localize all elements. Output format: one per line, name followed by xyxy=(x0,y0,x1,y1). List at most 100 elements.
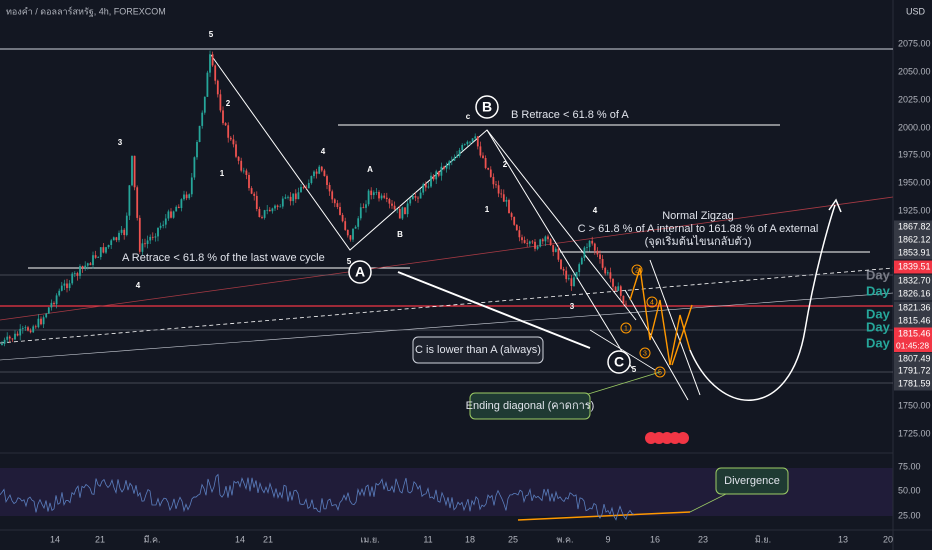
candle-body xyxy=(235,144,237,157)
candle-body xyxy=(71,273,74,284)
candle-body xyxy=(383,195,386,198)
candle-body xyxy=(255,195,258,210)
wave-label: 5 xyxy=(209,30,214,39)
candle-body xyxy=(570,278,573,287)
annotation: Normal Zigzag xyxy=(662,210,734,222)
candle-body xyxy=(333,199,336,204)
wave-label: 3 xyxy=(570,302,575,311)
candle-body xyxy=(37,318,40,328)
candle-body xyxy=(73,273,76,274)
time-tick-label: 14 xyxy=(50,534,60,544)
currency: USD xyxy=(906,6,926,16)
candle-body xyxy=(120,229,123,233)
rsi-tick-label: 50.00 xyxy=(898,485,921,495)
wave-label: 3 xyxy=(118,138,123,147)
candle-body xyxy=(159,225,162,228)
wave-label: 2 xyxy=(503,160,508,169)
price-label-bg xyxy=(894,246,932,260)
time-tick-label: มี.ค. xyxy=(144,534,161,544)
candle-body xyxy=(14,333,16,340)
price-tick-label: 1975.00 xyxy=(898,149,931,159)
wave-circle xyxy=(348,260,372,284)
candle-body xyxy=(240,160,243,171)
candle-body xyxy=(136,187,139,218)
trend-line xyxy=(0,196,894,321)
candle-body xyxy=(341,214,344,222)
candle-body xyxy=(229,137,232,140)
candle-body xyxy=(222,110,224,124)
price-label-bg xyxy=(894,352,932,366)
candle-body xyxy=(157,227,159,237)
candle-body xyxy=(424,184,427,188)
price-label-bg xyxy=(894,233,932,247)
candle-body xyxy=(315,171,318,174)
candle-body xyxy=(406,203,409,215)
candle-body xyxy=(344,221,347,230)
candle-body xyxy=(380,195,383,199)
price-label-bg xyxy=(894,301,932,315)
candle-body xyxy=(409,199,412,204)
candle-body xyxy=(164,218,167,225)
rsi-line xyxy=(0,473,635,521)
time-tick-label: 23 xyxy=(698,534,708,544)
forecast-curve xyxy=(689,204,836,401)
candle-body xyxy=(84,265,87,268)
price-tick-label: 1725.00 xyxy=(898,428,931,438)
candle-body xyxy=(47,307,50,314)
candle-body xyxy=(180,199,183,209)
price-label: 1815.46 xyxy=(898,328,931,338)
candle-body xyxy=(575,272,578,278)
candle-body xyxy=(461,145,464,151)
candle-body xyxy=(68,283,71,289)
candle-body xyxy=(123,229,126,236)
candle-body xyxy=(331,191,334,200)
candle-body xyxy=(279,206,282,208)
candle-body xyxy=(89,263,92,266)
circled-wave xyxy=(639,347,651,359)
channel-line xyxy=(486,129,637,321)
candle-body xyxy=(11,338,14,340)
candle-body xyxy=(492,176,495,185)
candle-body xyxy=(435,171,438,180)
candle-body xyxy=(352,228,354,240)
candle-body xyxy=(196,142,198,158)
candle-body xyxy=(112,237,115,241)
candle-body xyxy=(411,195,414,200)
candle-body xyxy=(250,188,253,194)
candle-body xyxy=(567,278,570,280)
candle-body xyxy=(45,313,48,318)
candle-body xyxy=(203,96,206,113)
price-label: 1839.51 xyxy=(898,261,931,271)
candle-body xyxy=(206,72,209,97)
projection xyxy=(629,267,691,366)
time-tick-label: 20 xyxy=(883,534,893,544)
pointer-line xyxy=(689,491,731,513)
time-tick-label: 21 xyxy=(263,534,273,544)
candle-body xyxy=(440,166,443,176)
candle-body xyxy=(107,245,110,248)
candle-body xyxy=(6,336,9,340)
candle-body xyxy=(294,193,297,200)
candle-body xyxy=(149,236,152,241)
candle-body xyxy=(94,255,97,258)
candle-body xyxy=(50,302,53,308)
candle-body xyxy=(79,266,81,276)
candle-body xyxy=(502,194,505,202)
candle-body xyxy=(326,176,328,185)
candle-body xyxy=(131,155,133,186)
candle-body xyxy=(266,209,269,211)
candle-body xyxy=(55,295,58,305)
candle-body xyxy=(183,194,185,200)
candle-body xyxy=(541,239,544,242)
candle-body xyxy=(261,217,263,218)
annotation: (จุดเริ่มต้นไขนกลับตัว) xyxy=(645,233,752,248)
candle-body xyxy=(365,204,367,208)
candle-body xyxy=(619,286,622,296)
price-label: 1867.82 xyxy=(898,221,931,231)
countdown: 01:45:28 xyxy=(896,340,929,350)
candle-body xyxy=(534,241,536,249)
candle-body xyxy=(227,125,230,138)
candle-body xyxy=(115,237,118,241)
candle-body xyxy=(430,175,432,187)
candle-body xyxy=(289,196,292,202)
